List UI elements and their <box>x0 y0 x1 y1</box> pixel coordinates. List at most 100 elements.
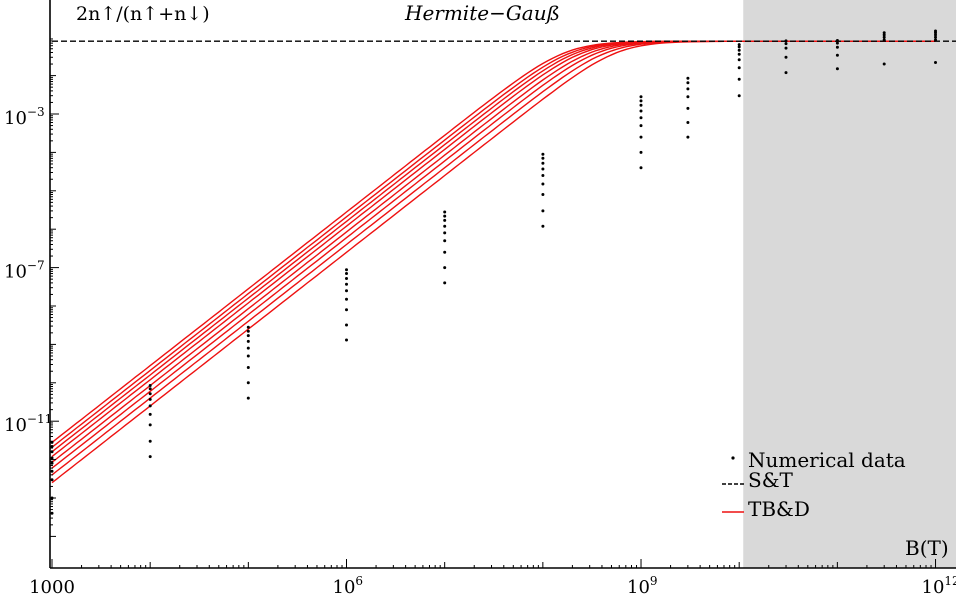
tbd-curves <box>51 40 936 484</box>
data-point <box>541 167 545 171</box>
data-point <box>686 121 690 124</box>
data-point <box>148 439 152 443</box>
data-point <box>882 35 886 39</box>
data-point <box>541 152 545 156</box>
data-point <box>835 53 839 57</box>
data-point <box>737 94 741 98</box>
y-tick-base: 10 <box>4 108 27 129</box>
data-point <box>443 266 447 270</box>
data-point <box>148 392 152 396</box>
legend: Numerical data S&T TB&D <box>722 448 906 521</box>
data-point <box>148 387 152 391</box>
data-point <box>784 39 788 43</box>
data-point <box>443 239 447 243</box>
data-point <box>443 231 447 235</box>
y-tick-exponent: −7 <box>27 259 45 273</box>
data-point <box>246 366 250 369</box>
x-tick-exponent: 9 <box>650 574 658 588</box>
data-point <box>148 397 152 401</box>
data-point <box>686 81 690 85</box>
data-point <box>835 45 839 49</box>
data-point <box>737 58 741 62</box>
data-point <box>934 38 937 42</box>
data-point <box>737 77 741 81</box>
data-point <box>443 214 447 218</box>
data-point <box>639 116 643 120</box>
data-point <box>686 95 690 99</box>
data-point <box>639 166 643 170</box>
data-point <box>686 76 690 80</box>
data-point <box>639 103 643 107</box>
data-point <box>246 339 250 343</box>
data-point <box>345 297 348 301</box>
y-tick-label: 10−7 <box>4 259 45 283</box>
data-point <box>443 218 447 222</box>
data-point <box>737 66 741 70</box>
data-point <box>345 277 348 280</box>
data-point <box>737 45 741 49</box>
data-point <box>882 38 886 42</box>
data-point <box>639 124 643 128</box>
data-point <box>345 338 348 342</box>
data-point <box>541 193 545 196</box>
x-tick-base: 10 <box>333 577 356 596</box>
data-point <box>345 282 348 286</box>
data-point <box>50 456 54 460</box>
data-point <box>148 455 152 459</box>
data-point <box>246 346 250 350</box>
data-point <box>345 323 348 327</box>
data-point <box>882 31 886 35</box>
data-point <box>934 61 937 64</box>
x-axis-label: B(T) <box>905 536 949 560</box>
x-axis-ticks: 1000 106 109 1012 <box>29 559 956 596</box>
y-axis-label: 2n↑/(n↑+n↓) <box>76 3 210 25</box>
data-point <box>784 42 788 46</box>
x-tick-base: 10 <box>922 577 945 596</box>
tbd-curve-8 <box>51 40 936 443</box>
data-point <box>882 62 886 66</box>
data-point <box>345 272 348 275</box>
y-tick-base: 10 <box>4 415 27 436</box>
data-point <box>784 46 788 50</box>
y-axis-ticks: 10−310−710−11 <box>4 38 59 537</box>
data-point <box>148 404 152 408</box>
data-point <box>443 210 447 214</box>
x-tick-exponent: 6 <box>355 574 363 588</box>
data-point <box>835 67 839 71</box>
data-point <box>686 106 690 110</box>
data-point <box>784 55 788 59</box>
data-point <box>737 48 741 52</box>
chart-title: Hermite−Gauß <box>404 1 560 25</box>
data-point <box>443 281 447 285</box>
data-point <box>345 268 348 272</box>
data-point <box>639 109 643 113</box>
data-point <box>246 334 250 338</box>
data-point <box>639 99 643 103</box>
y-tick-base: 10 <box>4 262 27 283</box>
y-tick-exponent: −11 <box>27 412 52 426</box>
data-point <box>50 445 54 448</box>
data-point <box>345 308 348 312</box>
x-tick-label: 109 <box>627 574 658 596</box>
x-tick-label: 1000 <box>29 577 75 596</box>
data-point <box>541 209 545 213</box>
data-point <box>639 95 643 99</box>
legend-label-st: S&T <box>748 468 794 492</box>
data-point <box>443 250 447 254</box>
data-point <box>835 39 839 42</box>
data-point <box>541 174 545 177</box>
data-point <box>737 52 741 56</box>
data-point <box>148 423 152 427</box>
data-point <box>50 450 54 454</box>
data-point <box>246 396 250 400</box>
data-point <box>934 29 937 33</box>
y-tick-label: 10−11 <box>4 412 52 436</box>
x-tick-base: 10 <box>627 577 650 596</box>
data-point <box>541 182 545 186</box>
legend-label-numerical: Numerical data <box>748 448 906 472</box>
data-point <box>639 135 643 139</box>
x-tick-label: 1012 <box>922 574 956 596</box>
data-point <box>835 41 839 45</box>
data-point <box>246 354 250 358</box>
data-point <box>148 412 152 416</box>
